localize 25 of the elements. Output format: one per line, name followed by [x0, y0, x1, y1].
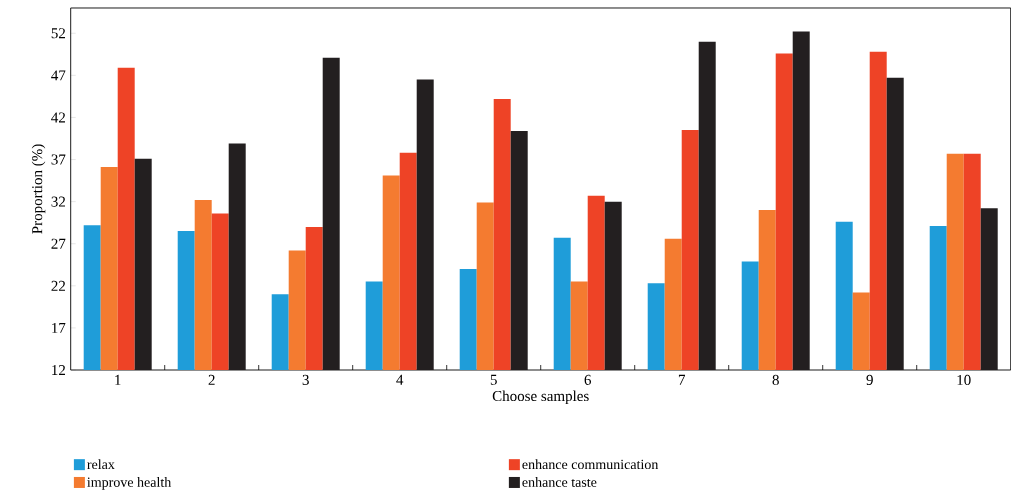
x-tick-label: 3	[302, 374, 309, 385]
y-tick-label: 47	[51, 70, 66, 81]
legend-label: relax	[87, 459, 115, 470]
y-tick-label: 37	[51, 154, 66, 165]
x-tick-label: 10	[957, 374, 971, 385]
x-tick-label: 9	[866, 374, 873, 385]
x-tick-label: 5	[490, 374, 497, 385]
x-tick-label: 2	[208, 374, 215, 385]
x-axis-title: Choose samples	[492, 390, 589, 405]
y-tick-label: 42	[51, 112, 66, 123]
y-tick-label: 17	[52, 322, 66, 333]
y-tick-label: 27	[51, 238, 66, 249]
y-tick-label: 22	[51, 280, 66, 291]
legend-label: improve health	[87, 477, 172, 490]
y-tick-label: 52	[51, 28, 66, 39]
y-tick-label: 32	[51, 196, 66, 207]
x-tick-label: 4	[396, 374, 404, 385]
x-tick-label: 8	[772, 374, 779, 385]
legend-label: enhance taste	[522, 477, 597, 487]
x-tick-label: 1	[115, 374, 121, 385]
y-axis-title: Proportion (%)	[31, 144, 46, 234]
legend-label: enhance communication	[522, 459, 659, 470]
y-tick-label: 12	[52, 365, 66, 375]
x-tick-label: 7	[678, 374, 686, 385]
x-tick-label: 6	[584, 374, 591, 385]
